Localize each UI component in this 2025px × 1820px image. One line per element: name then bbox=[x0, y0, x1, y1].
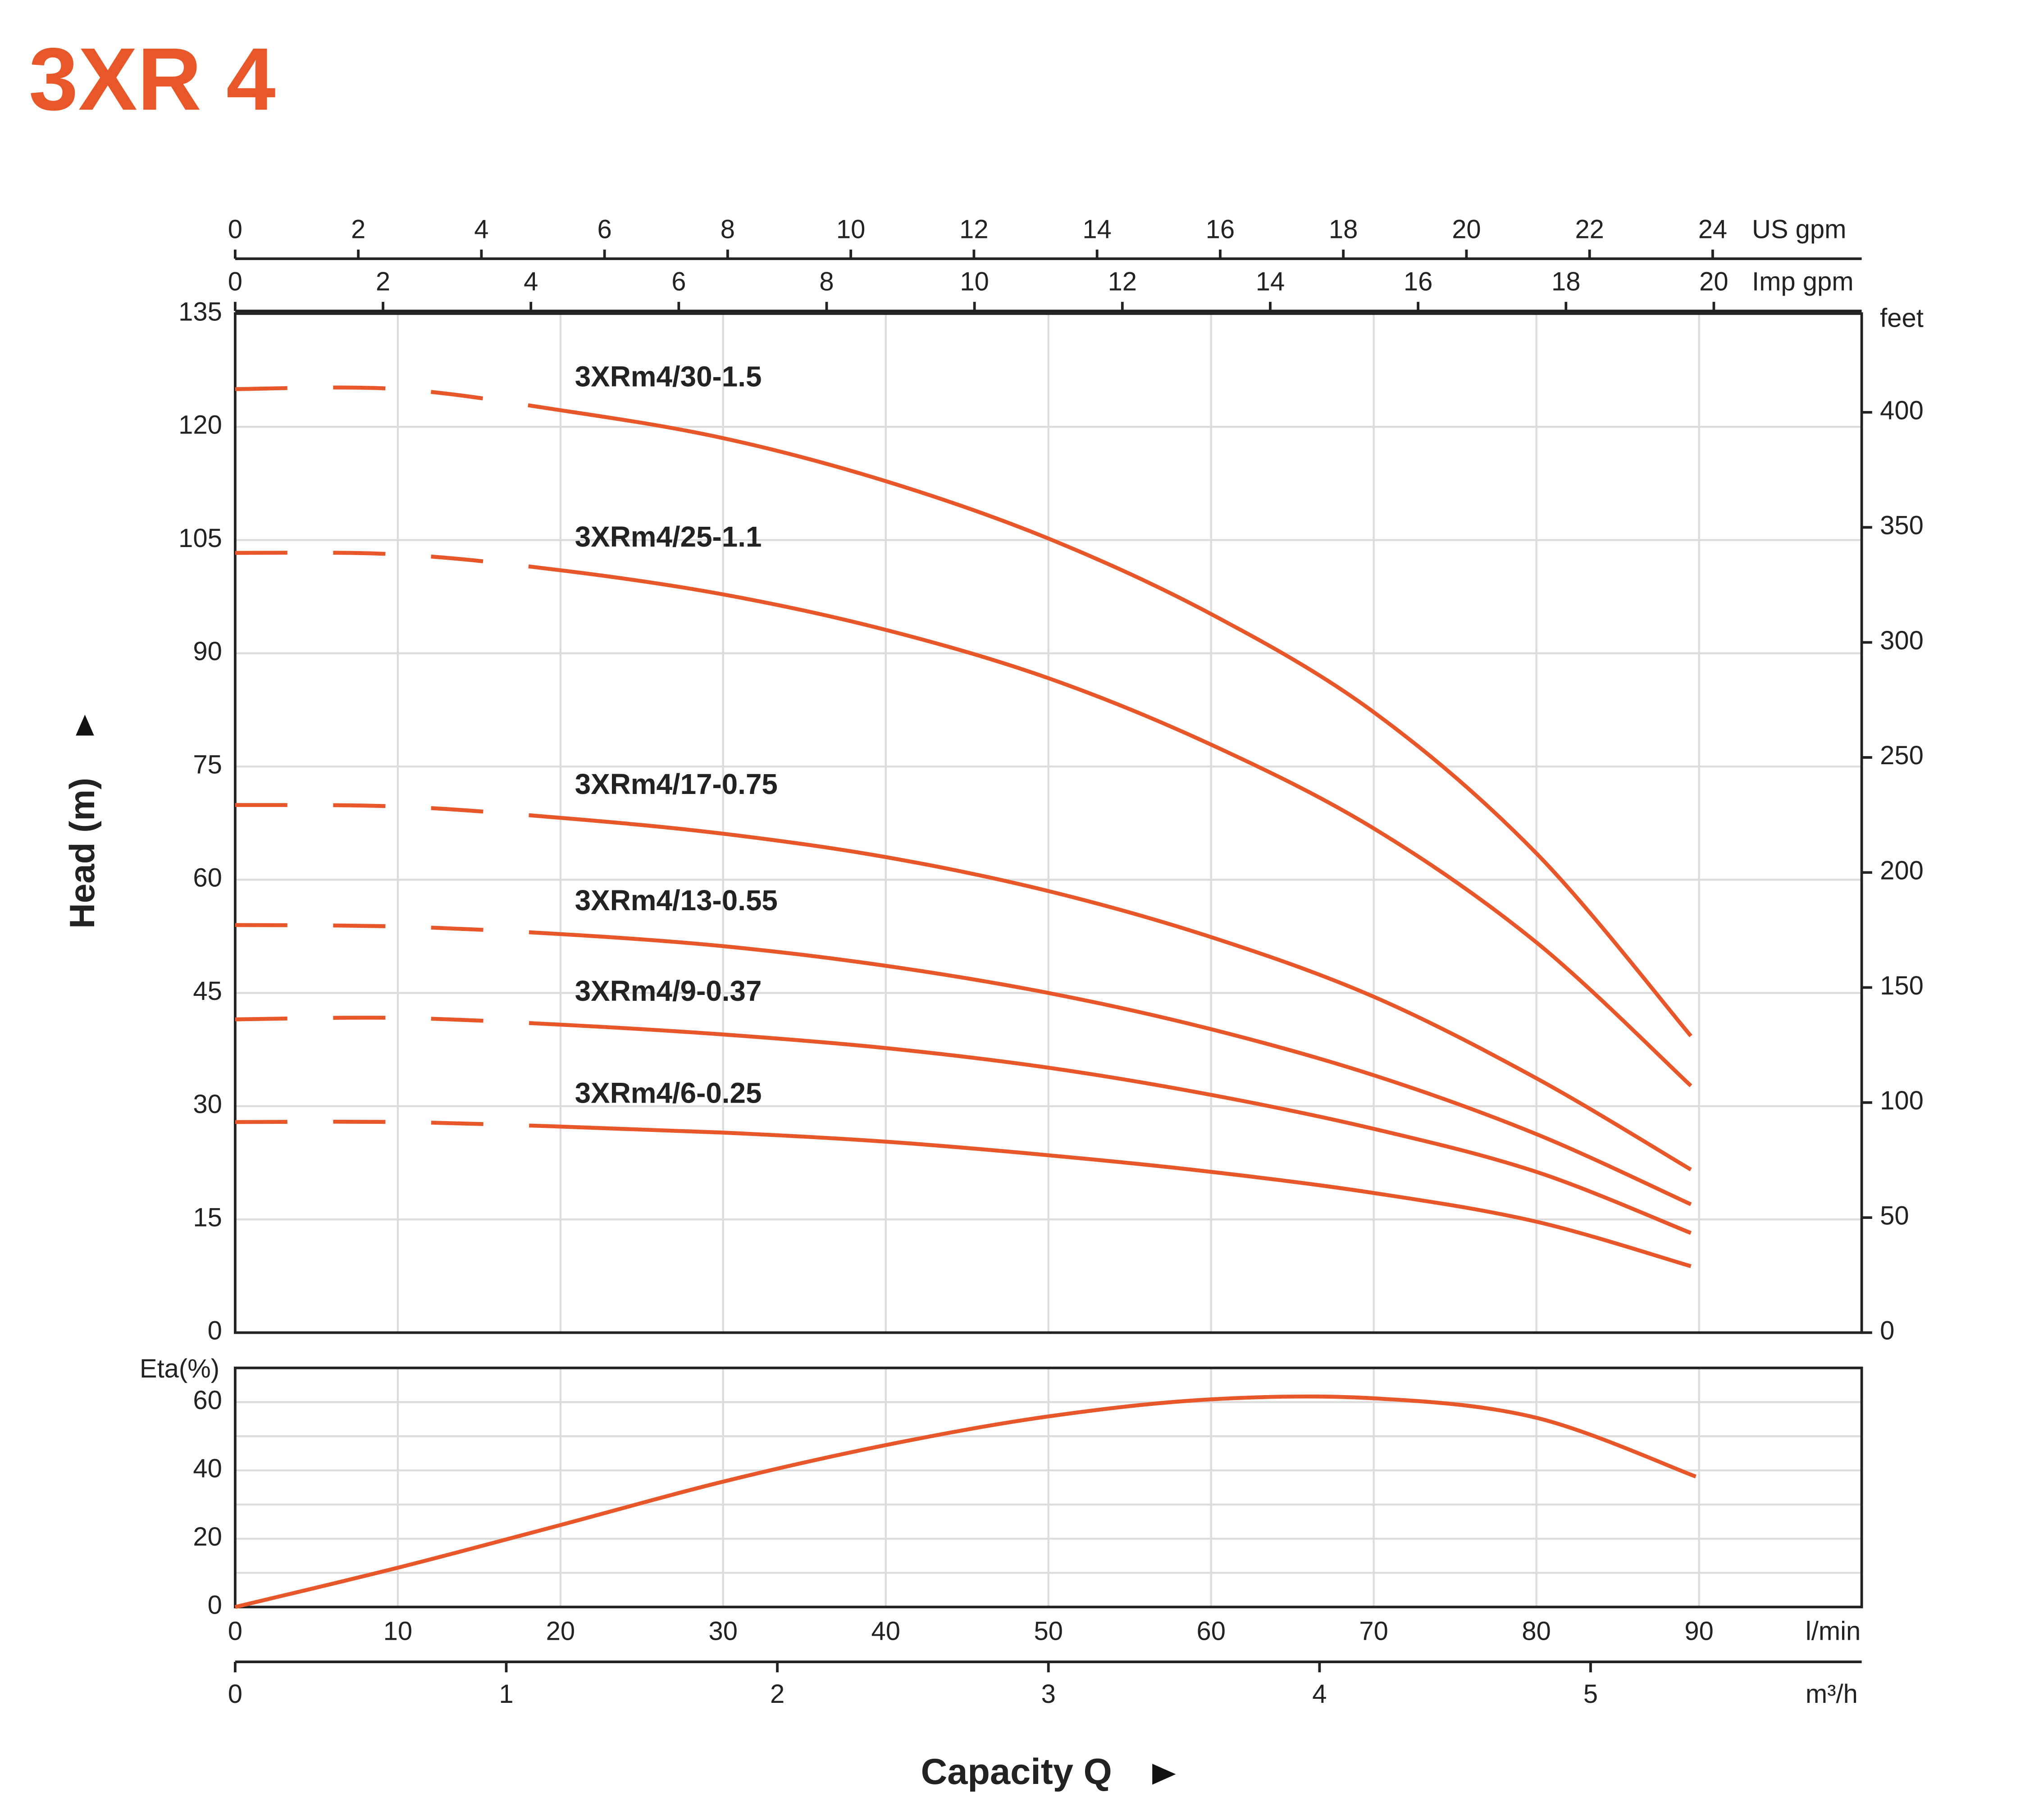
y2-tick-label: 100 bbox=[1880, 1086, 1924, 1115]
bottom-tick-label: 4 bbox=[1312, 1680, 1327, 1709]
y-tick-label: 0 bbox=[208, 1591, 222, 1620]
top-tick-label: 10 bbox=[960, 268, 989, 296]
y-tick-label: 45 bbox=[193, 977, 222, 1006]
y-tick-label: 60 bbox=[193, 864, 222, 893]
curve-label: 3XRm4/25-1.1 bbox=[575, 520, 762, 553]
top-tick-label: 20 bbox=[1699, 268, 1728, 296]
top-tick-label: 4 bbox=[474, 215, 488, 244]
x-tick-label: 0 bbox=[228, 1617, 242, 1646]
y-tick-label: 120 bbox=[178, 411, 222, 440]
curve bbox=[235, 803, 1692, 1172]
y2-tick-label: 250 bbox=[1880, 741, 1924, 770]
top-tick-label: 2 bbox=[376, 268, 390, 296]
top-tick-label: 22 bbox=[1575, 215, 1604, 244]
y2-tick-label: 0 bbox=[1880, 1317, 1894, 1346]
y-tick-label: 90 bbox=[193, 637, 222, 666]
y-tick-label: 60 bbox=[193, 1386, 222, 1415]
curve bbox=[235, 385, 1692, 1037]
x-tick-label: 70 bbox=[1359, 1617, 1388, 1646]
y-tick-label: 0 bbox=[208, 1317, 222, 1346]
top-tick-label: 16 bbox=[1404, 268, 1432, 296]
bottom-tick-label: 0 bbox=[228, 1680, 242, 1709]
curve-label: 3XRm4/30-1.5 bbox=[575, 360, 762, 393]
curve-label: 3XRm4/9-0.37 bbox=[575, 975, 762, 1007]
bottom-tick-label: 1 bbox=[499, 1680, 513, 1709]
arrow bbox=[1152, 1764, 1176, 1785]
bottom-tick-label: 3 bbox=[1041, 1680, 1056, 1709]
y-tick-label: 15 bbox=[193, 1203, 222, 1232]
top-tick-label: 6 bbox=[597, 215, 612, 244]
curve bbox=[235, 551, 1692, 1087]
x-tick-label: 80 bbox=[1522, 1617, 1551, 1646]
x-tick-label: 60 bbox=[1196, 1617, 1225, 1646]
y2-tick-label: 150 bbox=[1880, 972, 1924, 1000]
plot-frame bbox=[233, 1366, 1863, 1609]
y-tick-label: 75 bbox=[193, 750, 222, 779]
top-tick-label: 0 bbox=[228, 268, 242, 296]
curve-label: 3XRm4/6-0.25 bbox=[575, 1076, 762, 1109]
y-axis-label: Eta(%) bbox=[140, 1355, 219, 1383]
y-tick-label: 40 bbox=[193, 1454, 222, 1483]
y2-axis-label: feet bbox=[1880, 304, 1924, 333]
top-tick-label: 12 bbox=[959, 215, 988, 244]
arrow bbox=[76, 715, 94, 736]
y-tick-label: 30 bbox=[193, 1090, 222, 1119]
top-tick-label: 24 bbox=[1698, 215, 1727, 244]
top-tick-label: 18 bbox=[1551, 268, 1580, 296]
plot-frame bbox=[233, 312, 1863, 1334]
top-tick-label: 18 bbox=[1329, 215, 1358, 244]
y2-tick-label: 400 bbox=[1880, 396, 1924, 425]
y-axis-label: Head (m) bbox=[62, 778, 102, 929]
y2-tick-label: 200 bbox=[1880, 857, 1924, 885]
top-tick-label: 14 bbox=[1256, 268, 1285, 296]
curve bbox=[234, 1394, 1697, 1609]
y2-tick-label: 350 bbox=[1880, 511, 1924, 540]
top-tick-label: 20 bbox=[1452, 215, 1481, 244]
x-tick-label: 30 bbox=[709, 1617, 738, 1646]
page-title: 3XR 4 bbox=[29, 30, 276, 129]
top-tick-label: 0 bbox=[228, 215, 242, 244]
top-tick-label: 8 bbox=[819, 268, 834, 296]
y-tick-label: 105 bbox=[178, 524, 222, 553]
x-tick-label: 40 bbox=[871, 1617, 900, 1646]
curve-label: 3XRm4/17-0.75 bbox=[575, 768, 778, 800]
top-axis-label: Imp gpm bbox=[1752, 268, 1854, 296]
curve bbox=[235, 1119, 1692, 1268]
x-axis-label: Capacity Q bbox=[921, 1752, 1112, 1792]
x-tick-label: 10 bbox=[383, 1617, 412, 1646]
top-axis-label: US gpm bbox=[1752, 215, 1846, 244]
top-tick-label: 12 bbox=[1108, 268, 1137, 296]
bottom-axis-label: m³/h bbox=[1806, 1680, 1858, 1709]
x-unit-label: l/min bbox=[1806, 1617, 1861, 1646]
top-tick-label: 16 bbox=[1206, 215, 1235, 244]
top-tick-label: 10 bbox=[836, 215, 865, 244]
x-tick-label: 20 bbox=[546, 1617, 575, 1646]
curve bbox=[235, 923, 1692, 1206]
top-tick-label: 14 bbox=[1082, 215, 1111, 244]
y2-tick-label: 50 bbox=[1880, 1201, 1909, 1230]
x-tick-label: 50 bbox=[1034, 1617, 1063, 1646]
top-tick-label: 8 bbox=[721, 215, 735, 244]
x-tick-label: 90 bbox=[1684, 1617, 1713, 1646]
y2-tick-label: 300 bbox=[1880, 626, 1924, 655]
bottom-tick-label: 5 bbox=[1583, 1680, 1598, 1709]
top-tick-label: 4 bbox=[524, 268, 538, 296]
curve-label: 3XRm4/13-0.55 bbox=[575, 884, 778, 917]
y-tick-label: 135 bbox=[178, 297, 222, 326]
curve bbox=[235, 1016, 1692, 1235]
top-tick-label: 6 bbox=[671, 268, 686, 296]
bottom-tick-label: 2 bbox=[770, 1680, 784, 1709]
top-tick-label: 2 bbox=[351, 215, 365, 244]
y-tick-label: 20 bbox=[193, 1523, 222, 1551]
